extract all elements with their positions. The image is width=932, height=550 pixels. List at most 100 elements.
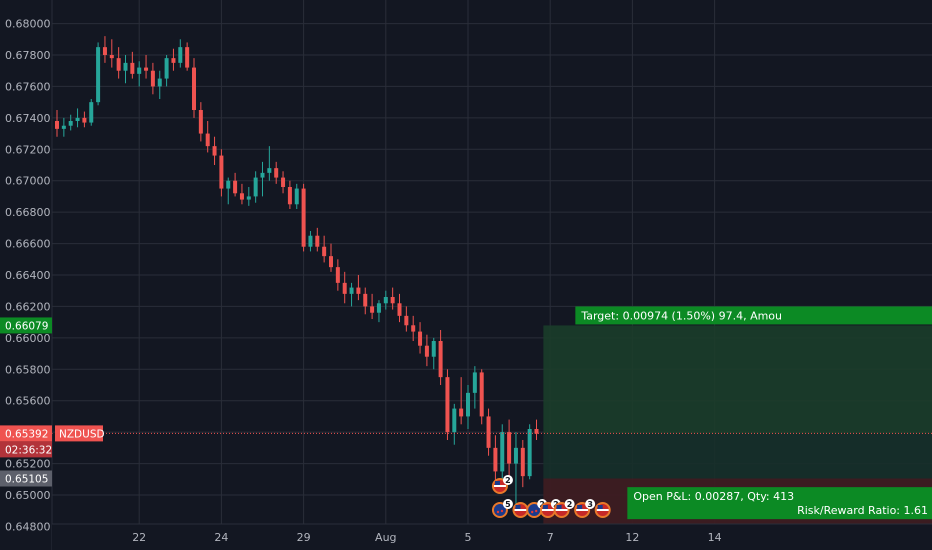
flag-stripe: [493, 485, 506, 487]
candle-body: [370, 306, 375, 313]
candle-body: [274, 168, 279, 178]
candle: [281, 171, 286, 194]
x-tick-label: 12: [625, 531, 639, 544]
candle-body: [233, 180, 238, 194]
x-tick-label: 24: [214, 531, 228, 544]
candle-body: [226, 180, 231, 189]
economic-events[interactable]: 252223: [491, 475, 611, 518]
candle: [431, 337, 436, 370]
y-tick-label: 0.65800: [5, 363, 51, 376]
y-tick-label: 0.65000: [5, 489, 51, 502]
candle: [383, 290, 388, 310]
candle: [89, 99, 94, 126]
flag-canton: [556, 505, 562, 509]
candle-body: [404, 315, 409, 326]
candle: [130, 51, 135, 79]
candle-body: [130, 62, 135, 74]
us-flag-icon[interactable]: 3: [574, 499, 596, 518]
countdown-label-text: 02:36:32: [5, 444, 52, 456]
flag-canton: [542, 505, 548, 509]
y-tick-label: 0.66000: [5, 332, 51, 345]
candle-body: [486, 416, 491, 448]
candle: [150, 62, 155, 95]
candle-body: [466, 392, 470, 417]
candle: [466, 385, 470, 429]
x-tick-label: Aug: [375, 531, 396, 544]
candle-body: [157, 78, 162, 87]
candle-body: [356, 287, 361, 294]
candle: [315, 227, 320, 252]
candle: [294, 183, 299, 209]
current-price-label-bg: [0, 425, 52, 442]
y-tick-label: 0.65600: [5, 395, 51, 408]
candle-body: [287, 187, 292, 205]
x-axis-background: [52, 524, 932, 550]
us-flag-icon[interactable]: [512, 502, 529, 518]
candle: [109, 39, 114, 68]
candle-body: [383, 297, 388, 304]
candle-body: [513, 447, 518, 464]
countdown-label: 02:36:32: [0, 441, 52, 458]
stop-price-label: 0.65105: [0, 470, 52, 487]
candle: [253, 171, 258, 203]
candle-body: [418, 331, 423, 346]
candle-body: [68, 121, 73, 126]
candle-body: [459, 408, 464, 417]
candle-body: [479, 372, 484, 417]
candle-body: [424, 345, 429, 357]
candle-body: [438, 341, 443, 378]
candle-body: [219, 155, 224, 189]
y-axis-background: [0, 0, 52, 550]
candle-body: [164, 58, 169, 79]
us-flag-icon[interactable]: [594, 502, 611, 518]
candle-body: [267, 168, 272, 173]
us-flag-icon[interactable]: 2: [491, 475, 513, 494]
pnl-info-bg: [627, 487, 932, 520]
candle: [445, 369, 450, 440]
open-profit-zone[interactable]: [543, 433, 932, 479]
us-flag-icon[interactable]: 2: [553, 499, 575, 518]
event-count: 5: [505, 500, 511, 509]
candle: [219, 149, 224, 197]
current-price-label: 0.65392: [0, 425, 52, 442]
candle-body: [102, 47, 107, 55]
nz-flag-icon[interactable]: 5: [491, 499, 513, 518]
candle: [527, 424, 532, 480]
target-zone[interactable]: [543, 325, 932, 434]
candle: [500, 424, 505, 480]
flag-star: [531, 510, 534, 514]
flag-canton: [494, 481, 500, 485]
candle-body: [212, 146, 217, 156]
symbol-label: NZDUSD: [55, 425, 105, 442]
flag-stripe: [541, 509, 554, 511]
flag-star: [496, 510, 500, 514]
candle-body: [192, 67, 196, 110]
candle: [178, 39, 183, 68]
candle-body: [376, 303, 381, 313]
candle: [507, 419, 512, 480]
candle: [267, 146, 272, 181]
candle-body: [137, 67, 142, 74]
y-tick-label: 0.68000: [5, 18, 51, 31]
candle-body: [89, 102, 94, 123]
candle: [493, 435, 498, 483]
candle: [363, 287, 368, 315]
pnl-line-2: Risk/Reward Ratio: 1.61: [797, 504, 928, 517]
y-tick-label: 0.66800: [5, 206, 51, 219]
candle: [116, 47, 121, 79]
candle-body: [349, 287, 354, 294]
x-tick-label: 5: [465, 531, 472, 544]
candle: [246, 187, 251, 206]
y-tick-label: 0.65200: [5, 458, 51, 471]
current-price-label-text: 0.65392: [5, 428, 48, 440]
candle: [192, 58, 196, 118]
candle: [212, 136, 217, 165]
candle: [404, 306, 409, 332]
candle: [322, 235, 327, 263]
event-count-bubble: [585, 499, 596, 509]
candle: [274, 161, 279, 184]
flag-stripe: [576, 509, 589, 511]
candle-body: [144, 67, 149, 71]
